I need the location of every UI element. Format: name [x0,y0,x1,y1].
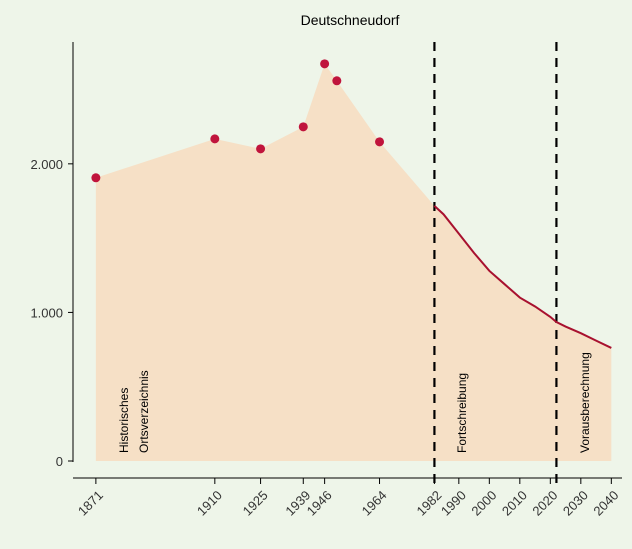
y-tick-label: 0 [56,454,63,469]
point [375,137,385,147]
annotation: Historisches [117,388,131,453]
point [256,144,266,154]
annotation: Vorausberechnung [578,352,592,453]
annotation: Fortschreibung [455,373,469,453]
point [298,122,308,132]
annotation: Ortsverzeichnis [137,370,151,453]
point [332,76,342,86]
y-tick-label: 2.000 [30,157,63,172]
line [433,205,612,349]
chart-title: Deutschneudorf [301,12,400,28]
point [210,134,220,144]
area [95,63,612,461]
point [91,173,101,183]
point [320,59,330,69]
y-tick-label: 1.000 [30,305,63,320]
